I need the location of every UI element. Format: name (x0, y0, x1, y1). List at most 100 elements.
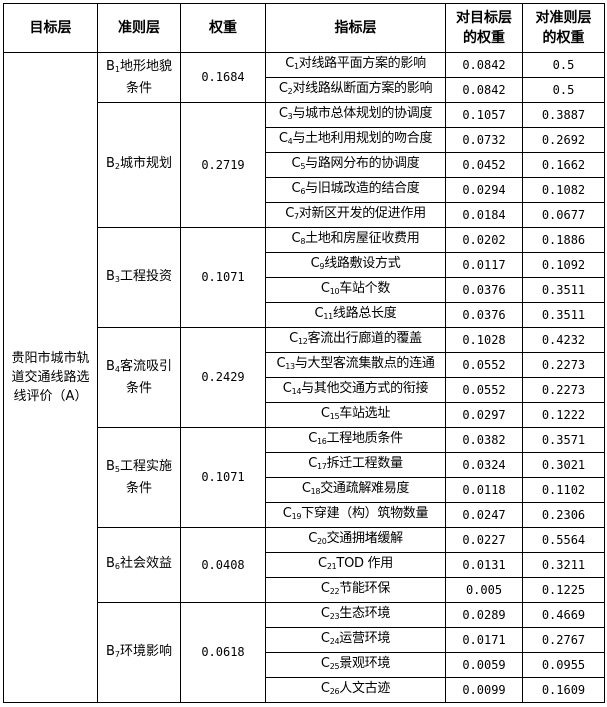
label-prefix: C (308, 456, 317, 471)
label-text: 地形地貌条件 (120, 59, 173, 96)
label-subscript: 9 (319, 262, 325, 271)
indicator-cell: C20交通拥堵缓解 (265, 527, 446, 553)
label-text: 与旧城改造的结合度 (305, 181, 420, 196)
weight-to-criteria-cell: 0.0677 (522, 202, 605, 228)
label-subscript: 3 (114, 274, 120, 284)
label-subscript: 4 (114, 365, 120, 374)
header-criteria-layer: 准则层 (97, 3, 181, 53)
label-prefix: C (320, 656, 330, 671)
weight-to-goal-cell: 0.0452 (445, 152, 523, 178)
label-subscript: 17 (316, 462, 327, 471)
indicator-cell: C8土地和房屋征收费用 (265, 227, 446, 253)
indicator-cell: C1对线路平面方案的影响 (265, 52, 446, 78)
table-row: C4与土地利用规划的吻合度 0.0732 0.2692 (4, 127, 605, 153)
criteria-cell: B1地形地貌条件 (97, 52, 181, 103)
label-subscript: 8 (300, 237, 306, 246)
label-prefix: B (105, 156, 115, 171)
label-text: 工程投资 (120, 268, 173, 284)
weight-to-criteria-cell: 0.4232 (522, 327, 605, 353)
label-text: 线路总长度 (332, 306, 397, 321)
criteria-cell: B3工程投资 (97, 227, 181, 328)
weight-to-goal-cell: 0.0117 (445, 252, 523, 278)
label-text: 与大型客流集散点的连通 (294, 356, 435, 371)
label-prefix: B (105, 556, 115, 571)
criteria-weight-cell: 0.2429 (180, 327, 266, 428)
label-subscript: 15 (329, 412, 340, 421)
label-text: 客流吸引条件 (120, 359, 173, 396)
indicator-cell: C9线路敷设方式 (265, 252, 446, 278)
label-prefix: B (105, 459, 115, 474)
weight-to-criteria-cell: 0.2306 (522, 502, 605, 528)
label-subscript: 6 (300, 187, 306, 196)
header-weight-to-goal: 对目标层的权重 (445, 3, 523, 53)
weight-to-goal-cell: 0.0552 (445, 352, 523, 378)
weight-to-goal-cell: 0.0059 (445, 652, 523, 678)
label-text: 节能环保 (339, 581, 391, 596)
weight-to-criteria-cell: 0.2692 (522, 127, 605, 153)
label-prefix: B (105, 359, 115, 374)
label-text: 城市规划 (120, 156, 173, 171)
table-row: C7对新区开发的促进作用 0.0184 0.0677 (4, 202, 605, 228)
label-subscript: 5 (300, 162, 306, 171)
table-row: C6与旧城改造的结合度 0.0294 0.1082 (4, 177, 605, 203)
label-text: 对新区开发的促进作用 (298, 206, 426, 221)
indicator-cell: C4与土地利用规划的吻合度 (265, 127, 446, 153)
weight-to-criteria-cell: 0.3571 (522, 427, 605, 453)
weight-to-criteria-cell: 0.5 (522, 52, 605, 78)
weight-to-goal-cell: 0.005 (445, 577, 523, 603)
label-prefix: C (320, 281, 330, 296)
weight-to-criteria-cell: 0.1662 (522, 152, 605, 178)
table-row: C21TOD 作用 0.0131 0.3211 (4, 552, 605, 578)
indicator-cell: C26人文古迹 (265, 677, 446, 703)
weight-to-goal-cell: 0.0376 (445, 277, 523, 303)
weight-to-criteria-cell: 0.1225 (522, 577, 605, 603)
weight-to-goal-cell: 0.0376 (445, 302, 523, 328)
label-text: 与其他交通方式的衔接 (301, 381, 429, 396)
label-prefix: B (105, 268, 115, 284)
label-prefix: C (291, 231, 301, 246)
label-prefix: C (278, 81, 288, 96)
weight-to-goal-cell: 0.0297 (445, 402, 523, 428)
weight-to-goal-cell: 0.0842 (445, 52, 523, 78)
weight-to-goal-cell: 0.0289 (445, 602, 523, 628)
table-row: C14与其他交通方式的衔接 0.0552 0.2273 (4, 377, 605, 403)
table-row: C19下穿建（构）筑物数量 0.0247 0.2306 (4, 502, 605, 528)
weight-to-criteria-cell: 0.3511 (522, 277, 605, 303)
label-prefix: C (291, 181, 301, 196)
label-prefix: C (308, 531, 317, 546)
table-row: C10车站个数 0.0376 0.3511 (4, 277, 605, 303)
weight-to-criteria-cell: 0.1222 (522, 402, 605, 428)
weight-to-criteria-cell: 0.2767 (522, 627, 605, 653)
weight-to-criteria-cell: 0.5 (522, 77, 605, 103)
label-text: TOD 作用 (336, 556, 393, 571)
weight-to-criteria-cell: 0.1886 (522, 227, 605, 253)
weight-to-criteria-cell: 0.1082 (522, 177, 605, 203)
label-text: 土地和房屋征收费用 (305, 231, 420, 246)
label-subscript: 13 (285, 362, 295, 371)
criteria-weight-cell: 0.0408 (180, 527, 266, 603)
criteria-cell: B4客流吸引条件 (97, 327, 181, 428)
label-text: 与土地利用规划的吻合度 (292, 131, 433, 146)
label-subscript: 26 (329, 687, 340, 696)
label-prefix: C (320, 631, 330, 646)
weight-to-goal-cell: 0.0294 (445, 177, 523, 203)
indicator-cell: C17拆迁工程数量 (265, 452, 446, 478)
label-subscript: 7 (114, 649, 120, 659)
table-row: C26人文古迹 0.0099 0.1609 (4, 677, 605, 703)
indicator-cell: C23生态环境 (265, 602, 446, 628)
indicator-cell: C19下穿建（构）筑物数量 (265, 502, 446, 528)
label-text: 交通拥堵缓解 (326, 531, 404, 546)
weight-to-criteria-cell: 0.3887 (522, 102, 605, 128)
criteria-weight-cell: 0.1071 (180, 227, 266, 328)
label-text: 交通疏解难易度 (320, 481, 410, 496)
label-text: 生态环境 (339, 606, 391, 621)
label-subscript: 18 (310, 487, 321, 496)
indicator-cell: C12客流出行廊道的覆盖 (265, 327, 446, 353)
table-row: B3工程投资 0.1071 C8土地和房屋征收费用 0.0202 0.1886 (4, 227, 605, 328)
evaluation-index-table: 目标层 准则层 权重 指标层 对目标层的权重 对准则层的权重 贵阳市城市轨道交通… (3, 3, 605, 703)
label-text: 工程地质条件 (326, 431, 404, 446)
label-prefix: B (105, 59, 115, 74)
weight-to-goal-cell: 0.0131 (445, 552, 523, 578)
weight-to-criteria-cell: 0.3511 (522, 302, 605, 328)
label-text: 客流出行廊道的覆盖 (307, 331, 423, 346)
